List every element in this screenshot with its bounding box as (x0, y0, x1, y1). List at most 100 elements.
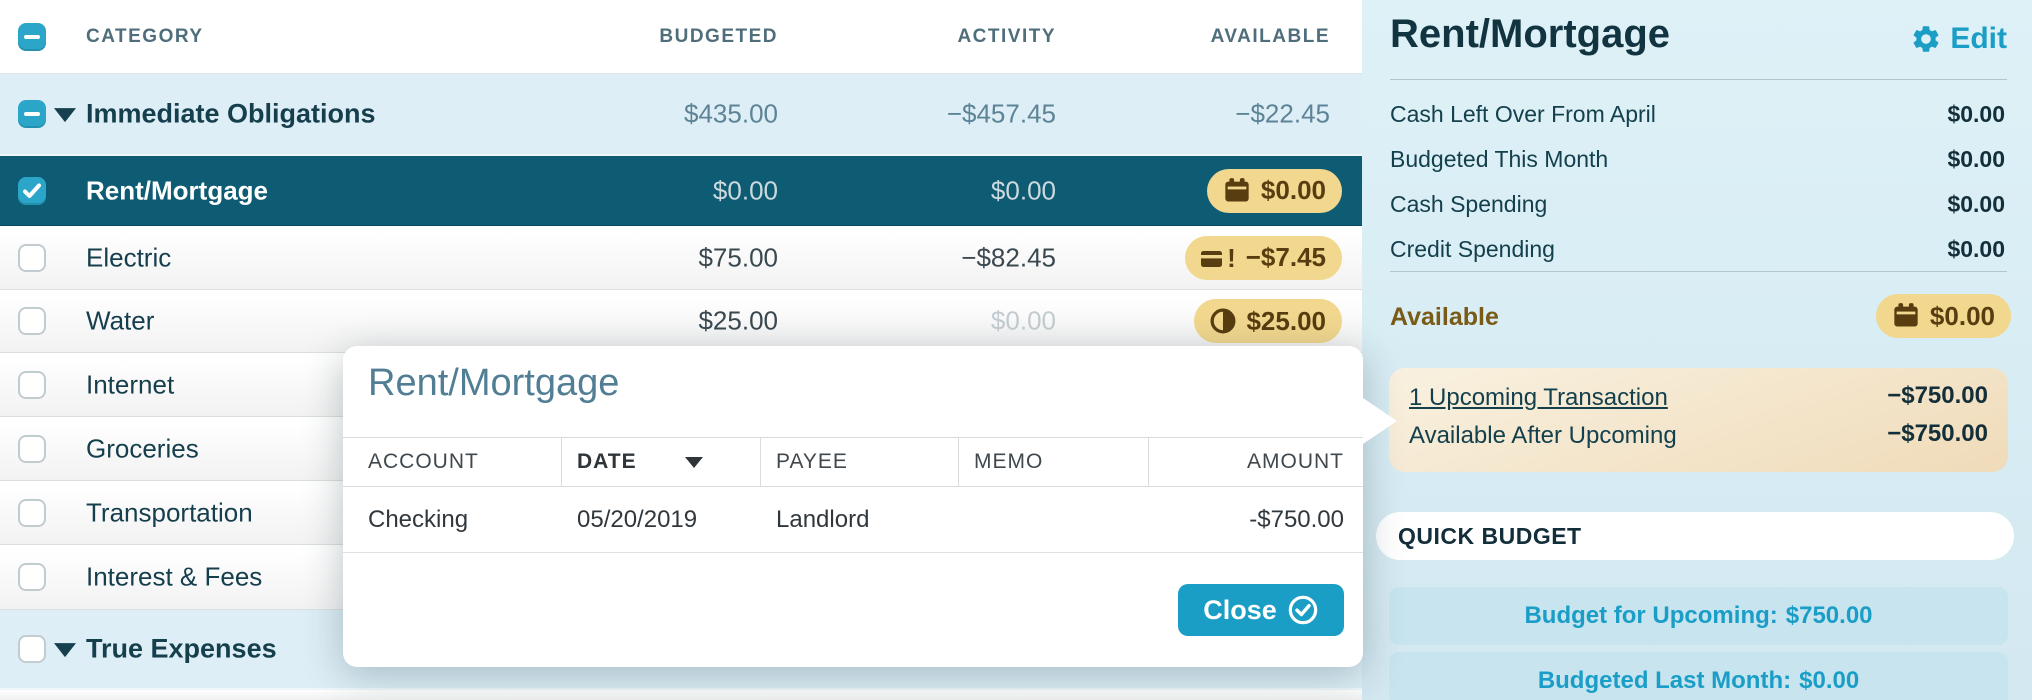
column-divider (958, 438, 959, 486)
quick-budget-title: QUICK BUDGET (1398, 522, 1582, 549)
category-label: Water (86, 305, 155, 336)
upcoming-transactions-popup: Rent/Mortgage ACCOUNT DATE PAYEE MEMO AM… (343, 346, 1397, 667)
transaction-date: 05/20/2019 (577, 505, 698, 533)
category-label: Electric (86, 242, 172, 272)
column-header-available: AVAILABLE (1210, 25, 1330, 47)
edit-category-button[interactable]: Edit (1910, 22, 2007, 56)
popup-column-amount: AMOUNT (1247, 450, 1344, 473)
stat-value: $0.00 (1947, 191, 2005, 217)
category-label: Groceries (86, 433, 199, 463)
available-after-upcoming-label: Available After Upcoming (1409, 422, 1677, 449)
stat-label: Credit Spending (1390, 236, 1555, 262)
indeterminate-minus-icon (24, 34, 40, 39)
available-pill-value: $25.00 (1246, 305, 1326, 336)
column-header-activity: ACTIVITY (957, 25, 1056, 47)
popup-column-date-sort[interactable]: DATE (577, 450, 703, 474)
quick-button-label: Budgeted Last Month: (1537, 667, 1792, 694)
popup-title: Rent/Mortgage (368, 362, 620, 404)
check-in-circle-icon (1288, 595, 1318, 625)
group-budgeted-value: $435.00 (684, 98, 778, 129)
category-label: Interest & Fees (86, 561, 263, 592)
row-checkbox-checked[interactable] (18, 176, 46, 205)
collapse-triangle-icon[interactable] (54, 108, 76, 123)
row-checkbox[interactable] (18, 498, 46, 527)
column-divider (1148, 438, 1149, 486)
available-amount-pill[interactable]: $0.00 (1875, 294, 2011, 338)
popup-column-payee: PAYEE (776, 450, 848, 473)
indeterminate-minus-icon (24, 112, 40, 116)
stat-value: $0.00 (1947, 236, 2005, 262)
category-label: Rent/Mortgage (86, 175, 268, 205)
available-pill-partial[interactable]: $25.00 (1194, 299, 1342, 343)
calendar-icon (1894, 303, 1918, 327)
table-header-row: CATEGORY BUDGETED ACTIVITY AVAILABLE (0, 0, 1362, 74)
edit-label: Edit (1950, 22, 2007, 55)
column-divider (561, 438, 562, 486)
credit-card-exclamation-icon: ! (1201, 245, 1236, 271)
stat-label: Cash Left Over From April (1390, 101, 1656, 127)
check-icon (23, 183, 41, 198)
group-row-immediate-obligations[interactable]: Immediate Obligations $435.00 −$457.45 −… (0, 74, 1362, 156)
row-checkbox[interactable] (18, 434, 46, 463)
column-divider (760, 438, 761, 486)
quick-button-label: Budget for Upcoming: (1524, 602, 1778, 629)
popup-table-header: ACCOUNT DATE PAYEE MEMO AMOUNT (343, 437, 1363, 487)
upcoming-transactions-box: 1 Upcoming Transaction −$750.00 Availabl… (1389, 368, 2008, 472)
activity-value: −$82.45 (961, 242, 1056, 272)
column-header-category: CATEGORY (86, 25, 204, 47)
category-label: Transportation (86, 497, 253, 527)
row-checkbox[interactable] (18, 563, 46, 591)
budgeted-last-month-button[interactable]: Budgeted Last Month: $0.00 (1389, 652, 2008, 700)
sort-descending-icon (684, 456, 703, 468)
popup-column-account: ACCOUNT (368, 450, 479, 473)
column-header-budgeted: BUDGETED (659, 25, 778, 47)
stat-label: Budgeted This Month (1390, 146, 1609, 172)
available-pill-value: $0.00 (1260, 175, 1326, 205)
available-pill-upcoming[interactable]: $0.00 (1206, 168, 1342, 213)
calendar-icon (1225, 177, 1249, 201)
transaction-payee: Landlord (776, 505, 870, 533)
inspector-sidebar: Rent/Mortgage Edit Cash Left Over From A… (1362, 0, 2032, 700)
quick-budget-header: QUICK BUDGET (1376, 512, 2014, 560)
quick-button-value: $0.00 (1799, 667, 1860, 694)
category-row-rent-mortgage[interactable]: Rent/Mortgage $0.00 $0.00 $0.00 (0, 156, 1362, 226)
sidebar-category-title: Rent/Mortgage (1390, 12, 1670, 56)
activity-value: $0.00 (990, 175, 1056, 205)
available-after-upcoming-value: −$750.00 (1887, 420, 1988, 447)
budget-for-upcoming-button[interactable]: Budget for Upcoming: $750.00 (1389, 587, 2008, 645)
transaction-account: Checking (368, 505, 469, 533)
group-checkbox[interactable] (18, 100, 46, 128)
upcoming-transaction-amount: −$750.00 (1887, 382, 1988, 409)
select-all-checkbox[interactable] (18, 22, 46, 51)
transaction-amount: -$750.00 (1249, 505, 1344, 533)
close-popup-button[interactable]: Close (1178, 584, 1344, 636)
row-checkbox[interactable] (18, 370, 46, 399)
stat-label: Cash Spending (1390, 191, 1548, 217)
close-label: Close (1203, 594, 1277, 625)
group-label: Immediate Obligations (86, 98, 376, 129)
available-pill-value: −$7.45 (1245, 242, 1326, 272)
row-checkbox[interactable] (18, 243, 46, 272)
budgeted-value[interactable]: $0.00 (712, 175, 778, 205)
collapse-triangle-icon[interactable] (54, 643, 76, 658)
category-row-electric[interactable]: Electric $75.00 −$82.45 ! −$7.45 (0, 226, 1362, 290)
group-activity-value: −$457.45 (946, 98, 1056, 129)
row-checkbox[interactable] (18, 307, 46, 335)
available-label: Available (1390, 303, 1499, 331)
available-pill-value: $0.00 (1929, 300, 1995, 331)
group-available-value: −$22.45 (1235, 98, 1330, 129)
available-pill-credit-overspent[interactable]: ! −$7.45 (1185, 235, 1342, 280)
stat-value: $0.00 (1947, 146, 2005, 172)
divider (1390, 79, 2007, 80)
stat-value: $0.00 (1947, 101, 2005, 127)
group-checkbox[interactable] (18, 635, 46, 663)
category-row-water[interactable]: Water $25.00 $0.00 $25.00 (0, 290, 1362, 353)
budgeted-value[interactable]: $25.00 (698, 305, 778, 336)
popup-transaction-row[interactable]: Checking 05/20/2019 Landlord -$750.00 (343, 487, 1363, 553)
activity-value: $0.00 (990, 305, 1056, 336)
divider (1390, 271, 2007, 272)
upcoming-transaction-link[interactable]: 1 Upcoming Transaction (1409, 384, 1668, 411)
budgeted-value[interactable]: $75.00 (698, 242, 778, 272)
category-label: Internet (86, 369, 175, 399)
